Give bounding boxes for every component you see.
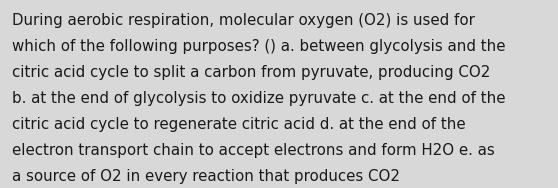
Text: which of the following purposes? () a. between glycolysis and the: which of the following purposes? () a. b…: [12, 39, 506, 54]
Text: citric acid cycle to split a carbon from pyruvate, producing CO2: citric acid cycle to split a carbon from…: [12, 65, 490, 80]
Text: citric acid cycle to regenerate citric acid d. at the end of the: citric acid cycle to regenerate citric a…: [12, 117, 466, 132]
Text: electron transport chain to accept electrons and form H2O e. as: electron transport chain to accept elect…: [12, 143, 495, 158]
Text: a source of O2 in every reaction that produces CO2: a source of O2 in every reaction that pr…: [12, 169, 400, 184]
Text: During aerobic respiration, molecular oxygen (O2) is used for: During aerobic respiration, molecular ox…: [12, 13, 475, 28]
Text: b. at the end of glycolysis to oxidize pyruvate c. at the end of the: b. at the end of glycolysis to oxidize p…: [12, 91, 506, 106]
